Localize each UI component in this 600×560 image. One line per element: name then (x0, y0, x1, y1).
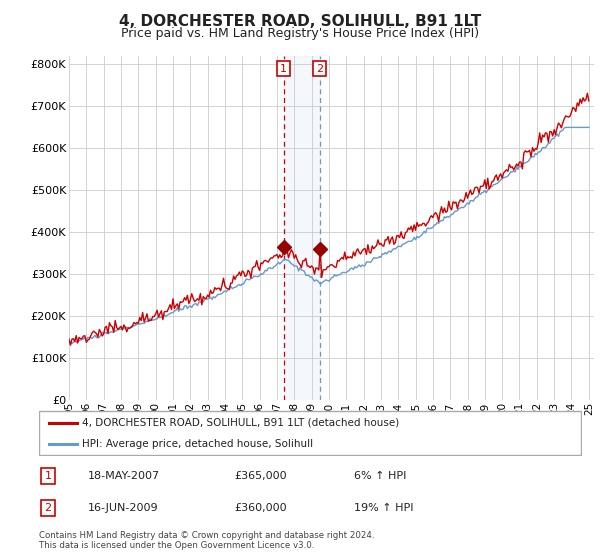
Text: £365,000: £365,000 (235, 471, 287, 481)
Text: 6% ↑ HPI: 6% ↑ HPI (354, 471, 406, 481)
Text: Price paid vs. HM Land Registry's House Price Index (HPI): Price paid vs. HM Land Registry's House … (121, 27, 479, 40)
Text: HPI: Average price, detached house, Solihull: HPI: Average price, detached house, Soli… (82, 438, 314, 449)
Text: 18-MAY-2007: 18-MAY-2007 (88, 471, 160, 481)
Text: Contains HM Land Registry data © Crown copyright and database right 2024.
This d: Contains HM Land Registry data © Crown c… (39, 531, 374, 550)
Text: £360,000: £360,000 (235, 503, 287, 514)
Bar (284, 56, 320, 400)
FancyBboxPatch shape (39, 412, 581, 455)
Text: 4, DORCHESTER ROAD, SOLIHULL, B91 1LT (detached house): 4, DORCHESTER ROAD, SOLIHULL, B91 1LT (d… (82, 418, 400, 428)
Text: 2: 2 (316, 64, 323, 73)
Text: 16-JUN-2009: 16-JUN-2009 (88, 503, 158, 514)
Text: 1: 1 (44, 471, 52, 481)
Text: 19% ↑ HPI: 19% ↑ HPI (354, 503, 413, 514)
Text: 1: 1 (280, 64, 287, 73)
Text: 4, DORCHESTER ROAD, SOLIHULL, B91 1LT: 4, DORCHESTER ROAD, SOLIHULL, B91 1LT (119, 14, 481, 29)
Text: 2: 2 (44, 503, 52, 514)
